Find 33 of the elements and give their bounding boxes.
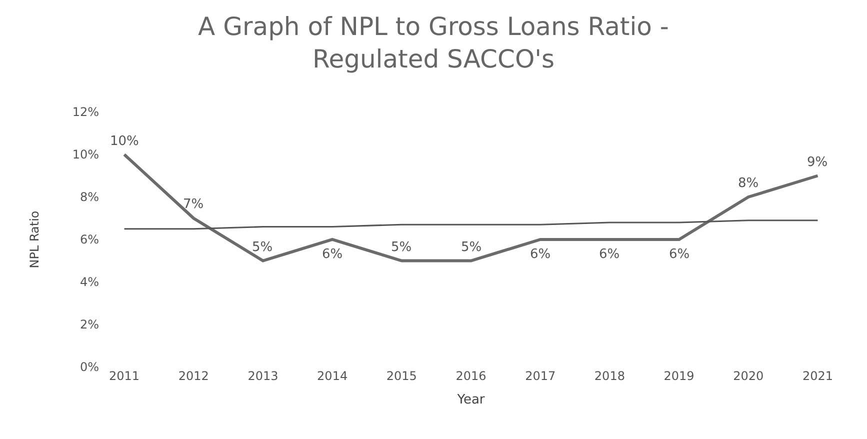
data-label: 9% [807,155,828,170]
y-tick-label: 8% [80,190,99,204]
y-tick-label: 10% [72,148,99,162]
x-tick-label: 2012 [178,369,209,383]
data-label: 6% [599,247,620,262]
data-label: 10% [110,134,139,149]
x-tick-label: 2011 [108,369,140,383]
line-series [123,220,819,230]
x-tick-label: 2018 [594,369,625,383]
x-axis-title: Year [456,392,486,408]
chart-title: A Graph of NPL to Gross Loans Ratio - Regulated SACCO's [198,12,669,74]
data-label: 5% [461,240,482,255]
data-label: 8% [738,176,759,191]
y-tick-label: 6% [80,232,99,247]
x-tick-label: 2013 [248,369,278,383]
x-tick-label: 2021 [802,369,834,383]
y-tick-label: 0% [80,360,99,374]
x-tick-label: 2016 [456,369,486,383]
y-tick-label: 12% [72,105,99,120]
y-tick-label: 2% [80,318,99,332]
x-tick-label: 2017 [525,369,556,383]
y-axis-title: NPL Ratio [28,210,42,268]
y-tick-label: 4% [80,275,99,290]
data-label: 6% [530,247,551,262]
data-label: 6% [322,247,343,262]
data-label: 5% [391,240,412,255]
data-label: 6% [669,247,690,262]
x-tick-label: 2015 [386,369,417,383]
data-label: 7% [183,197,204,212]
data-label: 5% [252,240,273,255]
x-tick-label: 2020 [733,369,764,383]
x-tick-label: 2014 [317,369,348,383]
x-tick-label: 2019 [664,369,694,383]
